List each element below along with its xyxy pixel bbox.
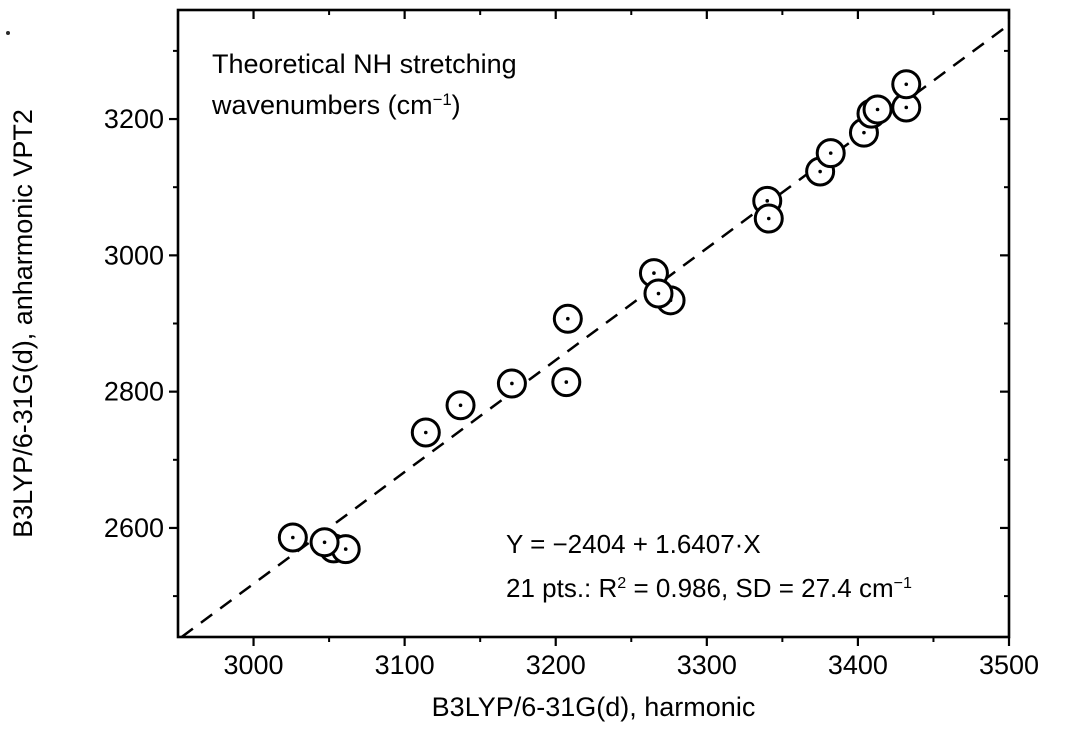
chart-title-line1: Theoretical NH stretching <box>212 44 517 85</box>
fit-stats-text2: = 0.986, SD = 27.4 cm <box>626 573 894 603</box>
data-point-center-dot <box>291 535 295 540</box>
y-axis-tick-label: 3200 <box>104 104 164 134</box>
y-axis-tick-label: 3000 <box>104 240 164 270</box>
data-point-center-dot <box>564 380 569 384</box>
data-point-center-dot <box>904 82 909 87</box>
x-axis-tick-label: 3500 <box>979 650 1039 680</box>
chart-title-text2: wavenumbers (cm <box>212 90 433 120</box>
chart-title-annotation: Theoretical NH stretching wavenumbers (c… <box>212 44 517 129</box>
x-axis-tick-label: 3100 <box>375 650 435 680</box>
data-point-center-dot <box>322 540 327 545</box>
data-point-center-dot <box>458 403 463 408</box>
fit-stats-text1: 21 pts.: R <box>506 573 618 603</box>
data-point-center-dot <box>875 107 880 112</box>
x-axis-tick-label: 3200 <box>526 650 586 680</box>
y-axis-tick-label: 2800 <box>104 377 164 407</box>
data-point-center-dot <box>818 169 822 174</box>
data-point-center-dot <box>862 130 866 135</box>
data-point-center-dot <box>566 316 570 321</box>
chart-title-text1: Theoretical NH stretching <box>212 49 517 79</box>
data-point-center-dot <box>765 199 770 203</box>
data-point-center-dot <box>652 271 656 275</box>
data-point-center-dot <box>656 291 661 296</box>
x-axis-tick-label: 3400 <box>828 650 888 680</box>
data-point-center-dot <box>828 151 833 155</box>
stray-dot-artifact <box>6 31 10 35</box>
fit-equation-annotation: Y = −2404 + 1.6407·X 21 pts.: R2 = 0.986… <box>506 522 912 614</box>
data-point-center-dot <box>343 547 348 551</box>
data-point-center-dot <box>423 430 428 435</box>
fit-stats-line: 21 pts.: R2 = 0.986, SD = 27.4 cm−1 <box>506 566 912 614</box>
data-point-center-dot <box>510 381 514 386</box>
x-axis-tick-label: 3000 <box>224 650 284 680</box>
data-point-center-dot <box>766 216 771 221</box>
fit-equation-line: Y = −2404 + 1.6407·X <box>506 522 912 566</box>
cm-superscript: −1 <box>893 574 913 593</box>
y-axis-title: B3LYP/6-31G(d), anharmonic VPT2 <box>8 109 38 538</box>
chart-title-superscript: −1 <box>432 89 452 109</box>
fit-equation-text: Y = −2404 + 1.6407·X <box>506 529 761 559</box>
x-axis-title: B3LYP/6-31G(d), harmonic <box>432 692 756 722</box>
data-point-center-dot <box>904 105 909 110</box>
r-squared-superscript: 2 <box>617 574 627 593</box>
chart-title-line2: wavenumbers (cm−1) <box>212 85 517 129</box>
chart-title-text3: ) <box>451 90 461 120</box>
y-axis-tick-label: 2600 <box>104 513 164 543</box>
x-axis-tick-label: 3300 <box>677 650 737 680</box>
